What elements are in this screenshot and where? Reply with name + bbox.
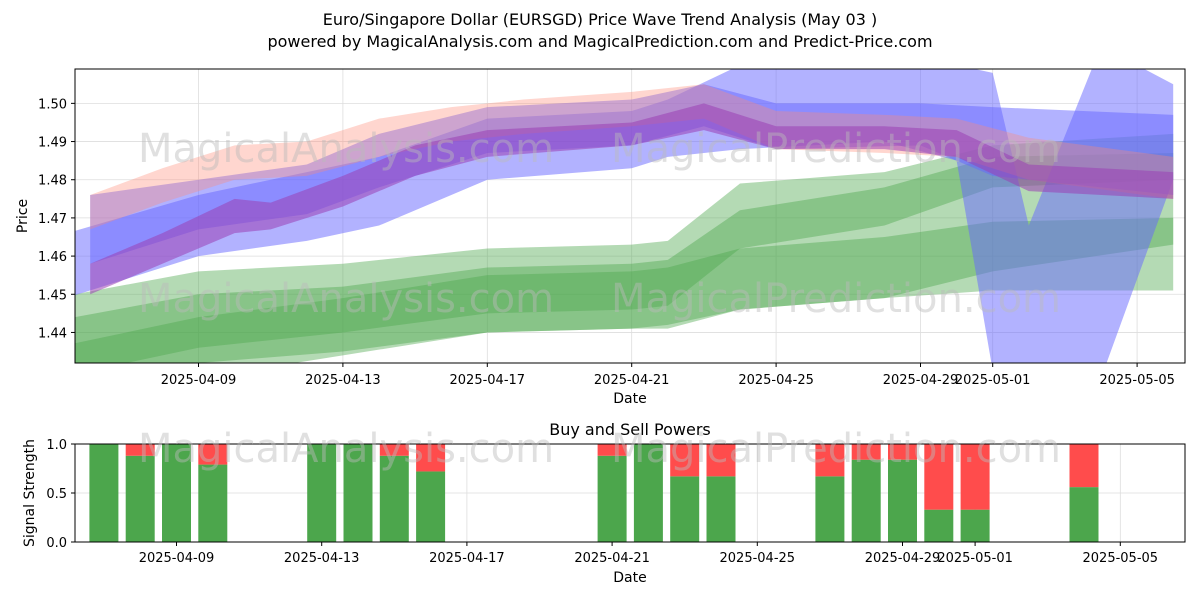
buy-bar — [89, 444, 119, 542]
price-y-tick-label: 1.50 — [38, 97, 67, 112]
price-x-tick-label: 2025-04-25 — [738, 373, 814, 388]
signal-x-tick-label: 2025-04-13 — [284, 551, 360, 566]
signal-x-tick-label: 2025-04-17 — [429, 551, 505, 566]
watermark-right-top: MagicalPrediction.com — [611, 126, 1061, 172]
buy-bar — [162, 444, 191, 542]
sell-bar — [125, 444, 155, 456]
buy-bar — [888, 459, 917, 542]
sell-bar — [924, 444, 954, 510]
price-band-green — [75, 153, 1174, 363]
price-y-tick-label: 1.48 — [38, 174, 67, 189]
signal-x-tick-label: 2025-04-29 — [865, 551, 941, 566]
price-plot-frame — [74, 68, 1186, 364]
sell-bar — [960, 444, 990, 510]
buy-bar — [851, 459, 881, 542]
buy-bar — [960, 509, 990, 542]
price-panel: 2025-04-09 2025-04-13 2025-04-17 2025-04-21… — [15, 68, 1186, 407]
buy-bar — [343, 444, 373, 542]
watermark-left-mid: MagicalAnalysis.com — [138, 276, 554, 322]
price-y-tick-label: 1.45 — [38, 288, 67, 303]
price-x-tick-label: 2025-05-01 — [955, 373, 1031, 388]
signal-x-axis-label: Date — [613, 570, 646, 586]
sell-bar — [670, 444, 700, 477]
sell-bar — [888, 444, 917, 460]
price-x-tick-label: 2025-04-17 — [450, 373, 526, 388]
sell-bar — [815, 444, 845, 477]
signal-y-tick-label: 1.0 — [46, 438, 67, 453]
price-y-tick-label: 1.49 — [38, 136, 67, 151]
sell-bar — [706, 444, 736, 477]
sell-bar — [597, 444, 627, 456]
watermark-right-bottom: MagicalPrediction.com — [611, 426, 1061, 472]
signal-x-tick-label: 2025-04-21 — [574, 551, 650, 566]
buy-bar — [198, 464, 228, 542]
buy-bar — [416, 471, 446, 542]
price-x-tick-label: 2025-04-29 — [883, 373, 959, 388]
buy-bar — [633, 444, 663, 542]
buy-bar — [1069, 487, 1099, 542]
buy-bar — [597, 455, 627, 542]
signal-y-ticks: 0.0 0.5 1.0 — [46, 438, 75, 551]
buy-bar — [924, 509, 954, 542]
buy-bar — [379, 455, 409, 542]
sell-bar — [1069, 444, 1099, 488]
price-y-tick-label: 1.44 — [38, 326, 67, 341]
sell-bar — [198, 444, 228, 465]
buy-bar — [125, 455, 155, 542]
price-band-green — [75, 217, 1174, 363]
signal-panel: Buy and Sell Powers 2025-04-09 2025-04-13… — [22, 420, 1186, 586]
price-band-salmon — [90, 84, 1174, 230]
price-y-tick-label: 1.46 — [38, 250, 67, 265]
buy-bar — [815, 476, 845, 542]
price-y-ticks: 1.44 1.45 1.46 1.47 1.48 1.49 1.50 — [38, 97, 75, 341]
price-band-green — [75, 133, 1174, 363]
signal-x-tick-label: 2025-05-01 — [937, 551, 1013, 566]
signal-bars — [89, 444, 1099, 542]
sell-bar — [851, 444, 881, 460]
signal-x-tick-label: 2025-04-25 — [720, 551, 796, 566]
price-x-tick-label: 2025-04-21 — [594, 373, 670, 388]
watermark-right-mid: MagicalPrediction.com — [611, 276, 1061, 322]
buy-bar — [307, 444, 337, 542]
price-bands — [75, 69, 1174, 363]
price-y-axis-label: Price — [15, 199, 31, 233]
buy-bar — [706, 476, 736, 542]
price-x-ticks: 2025-04-09 2025-04-13 2025-04-17 2025-04-21… — [161, 363, 1175, 388]
signal-x-tick-label: 2025-05-05 — [1083, 551, 1159, 566]
sell-bar — [379, 444, 409, 456]
chart-title-line2: powered by MagicalAnalysis.com and Magic… — [267, 32, 932, 51]
chart-title-line1: Euro/Singapore Dollar (EURSGD) Price Wav… — [323, 10, 877, 29]
signal-y-tick-label: 0.0 — [46, 536, 67, 551]
watermark-left-bottom: MagicalAnalysis.com — [138, 426, 554, 472]
price-x-axis-label: Date — [613, 391, 646, 407]
sell-bar — [416, 444, 446, 472]
watermark-left-top: MagicalAnalysis.com — [138, 126, 554, 172]
signal-x-tick-label: 2025-04-09 — [139, 551, 215, 566]
signal-title: Buy and Sell Powers — [549, 420, 711, 439]
signal-x-ticks: 2025-04-09 2025-04-13 2025-04-17 2025-04-21… — [139, 542, 1158, 566]
price-band-purple — [90, 103, 1174, 295]
signal-y-tick-label: 0.5 — [46, 487, 67, 502]
price-x-tick-label: 2025-04-09 — [161, 373, 237, 388]
price-x-tick-label: 2025-04-13 — [305, 373, 381, 388]
price-x-tick-label: 2025-05-05 — [1099, 373, 1175, 388]
price-y-tick-label: 1.47 — [38, 212, 67, 227]
signal-y-axis-label: Signal Strength — [22, 439, 38, 547]
buy-bar — [670, 476, 700, 542]
